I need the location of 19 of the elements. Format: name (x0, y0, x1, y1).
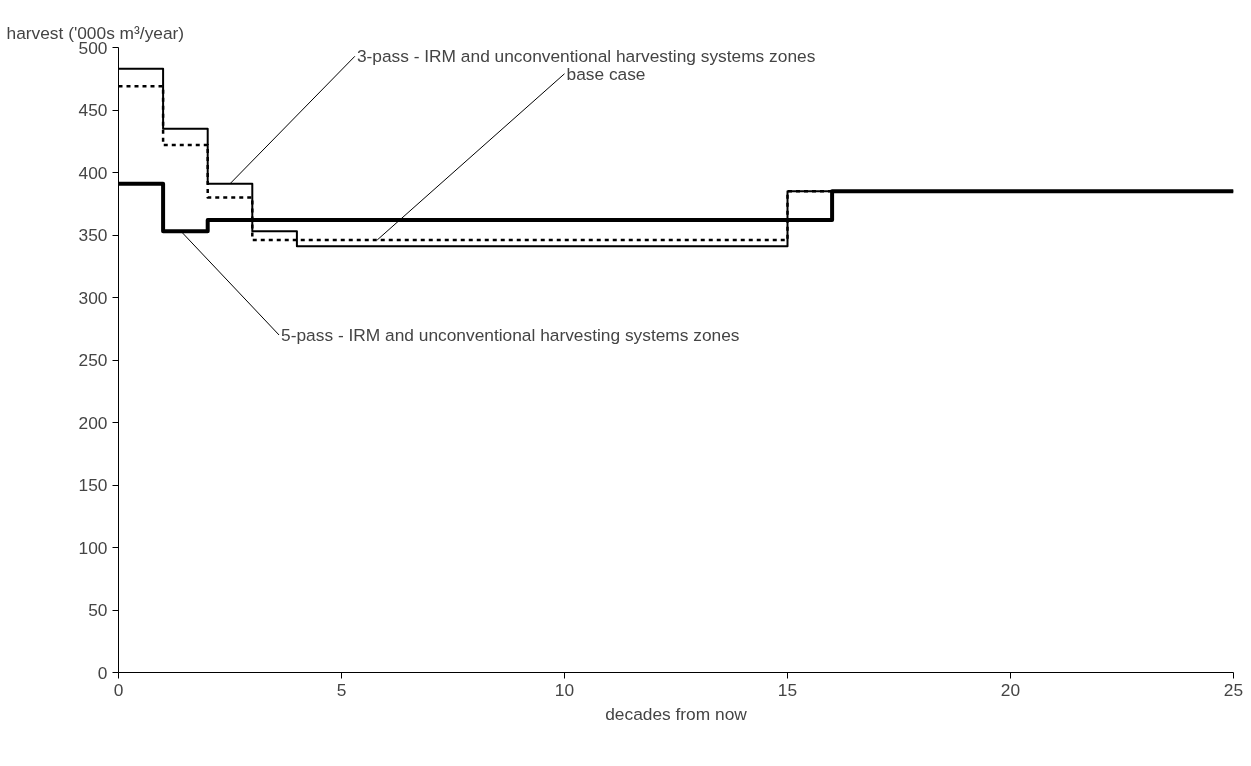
y-tick-label: 150 (78, 475, 108, 495)
y-tick-label: 250 (78, 350, 108, 370)
y-tick-label: 400 (78, 162, 108, 183)
y-tick-label: 300 (78, 287, 108, 308)
y-tick-label: 100 (78, 537, 108, 558)
y-tick-label: 50 (88, 600, 108, 620)
x-axis-title: decades from now (605, 703, 748, 724)
y-tick-label: 350 (78, 225, 108, 245)
x-tick-label: 25 (1223, 679, 1244, 700)
y-tick-label: 0 (97, 662, 108, 683)
x-tick-label: 15 (777, 679, 798, 700)
x-tick-label: 0 (113, 679, 124, 700)
x-tick-label: 10 (554, 679, 575, 700)
x-tick-label: 20 (1000, 679, 1021, 700)
y-tick-label: 450 (78, 100, 108, 120)
y-axis-title: harvest ('000s m³/year) (6, 22, 185, 43)
text: 5-pass - IRM and unconventional harvesting systems zones (281, 325, 740, 345)
y-tick-label: 200 (78, 412, 108, 433)
x-tick-label: 5 (336, 679, 347, 700)
